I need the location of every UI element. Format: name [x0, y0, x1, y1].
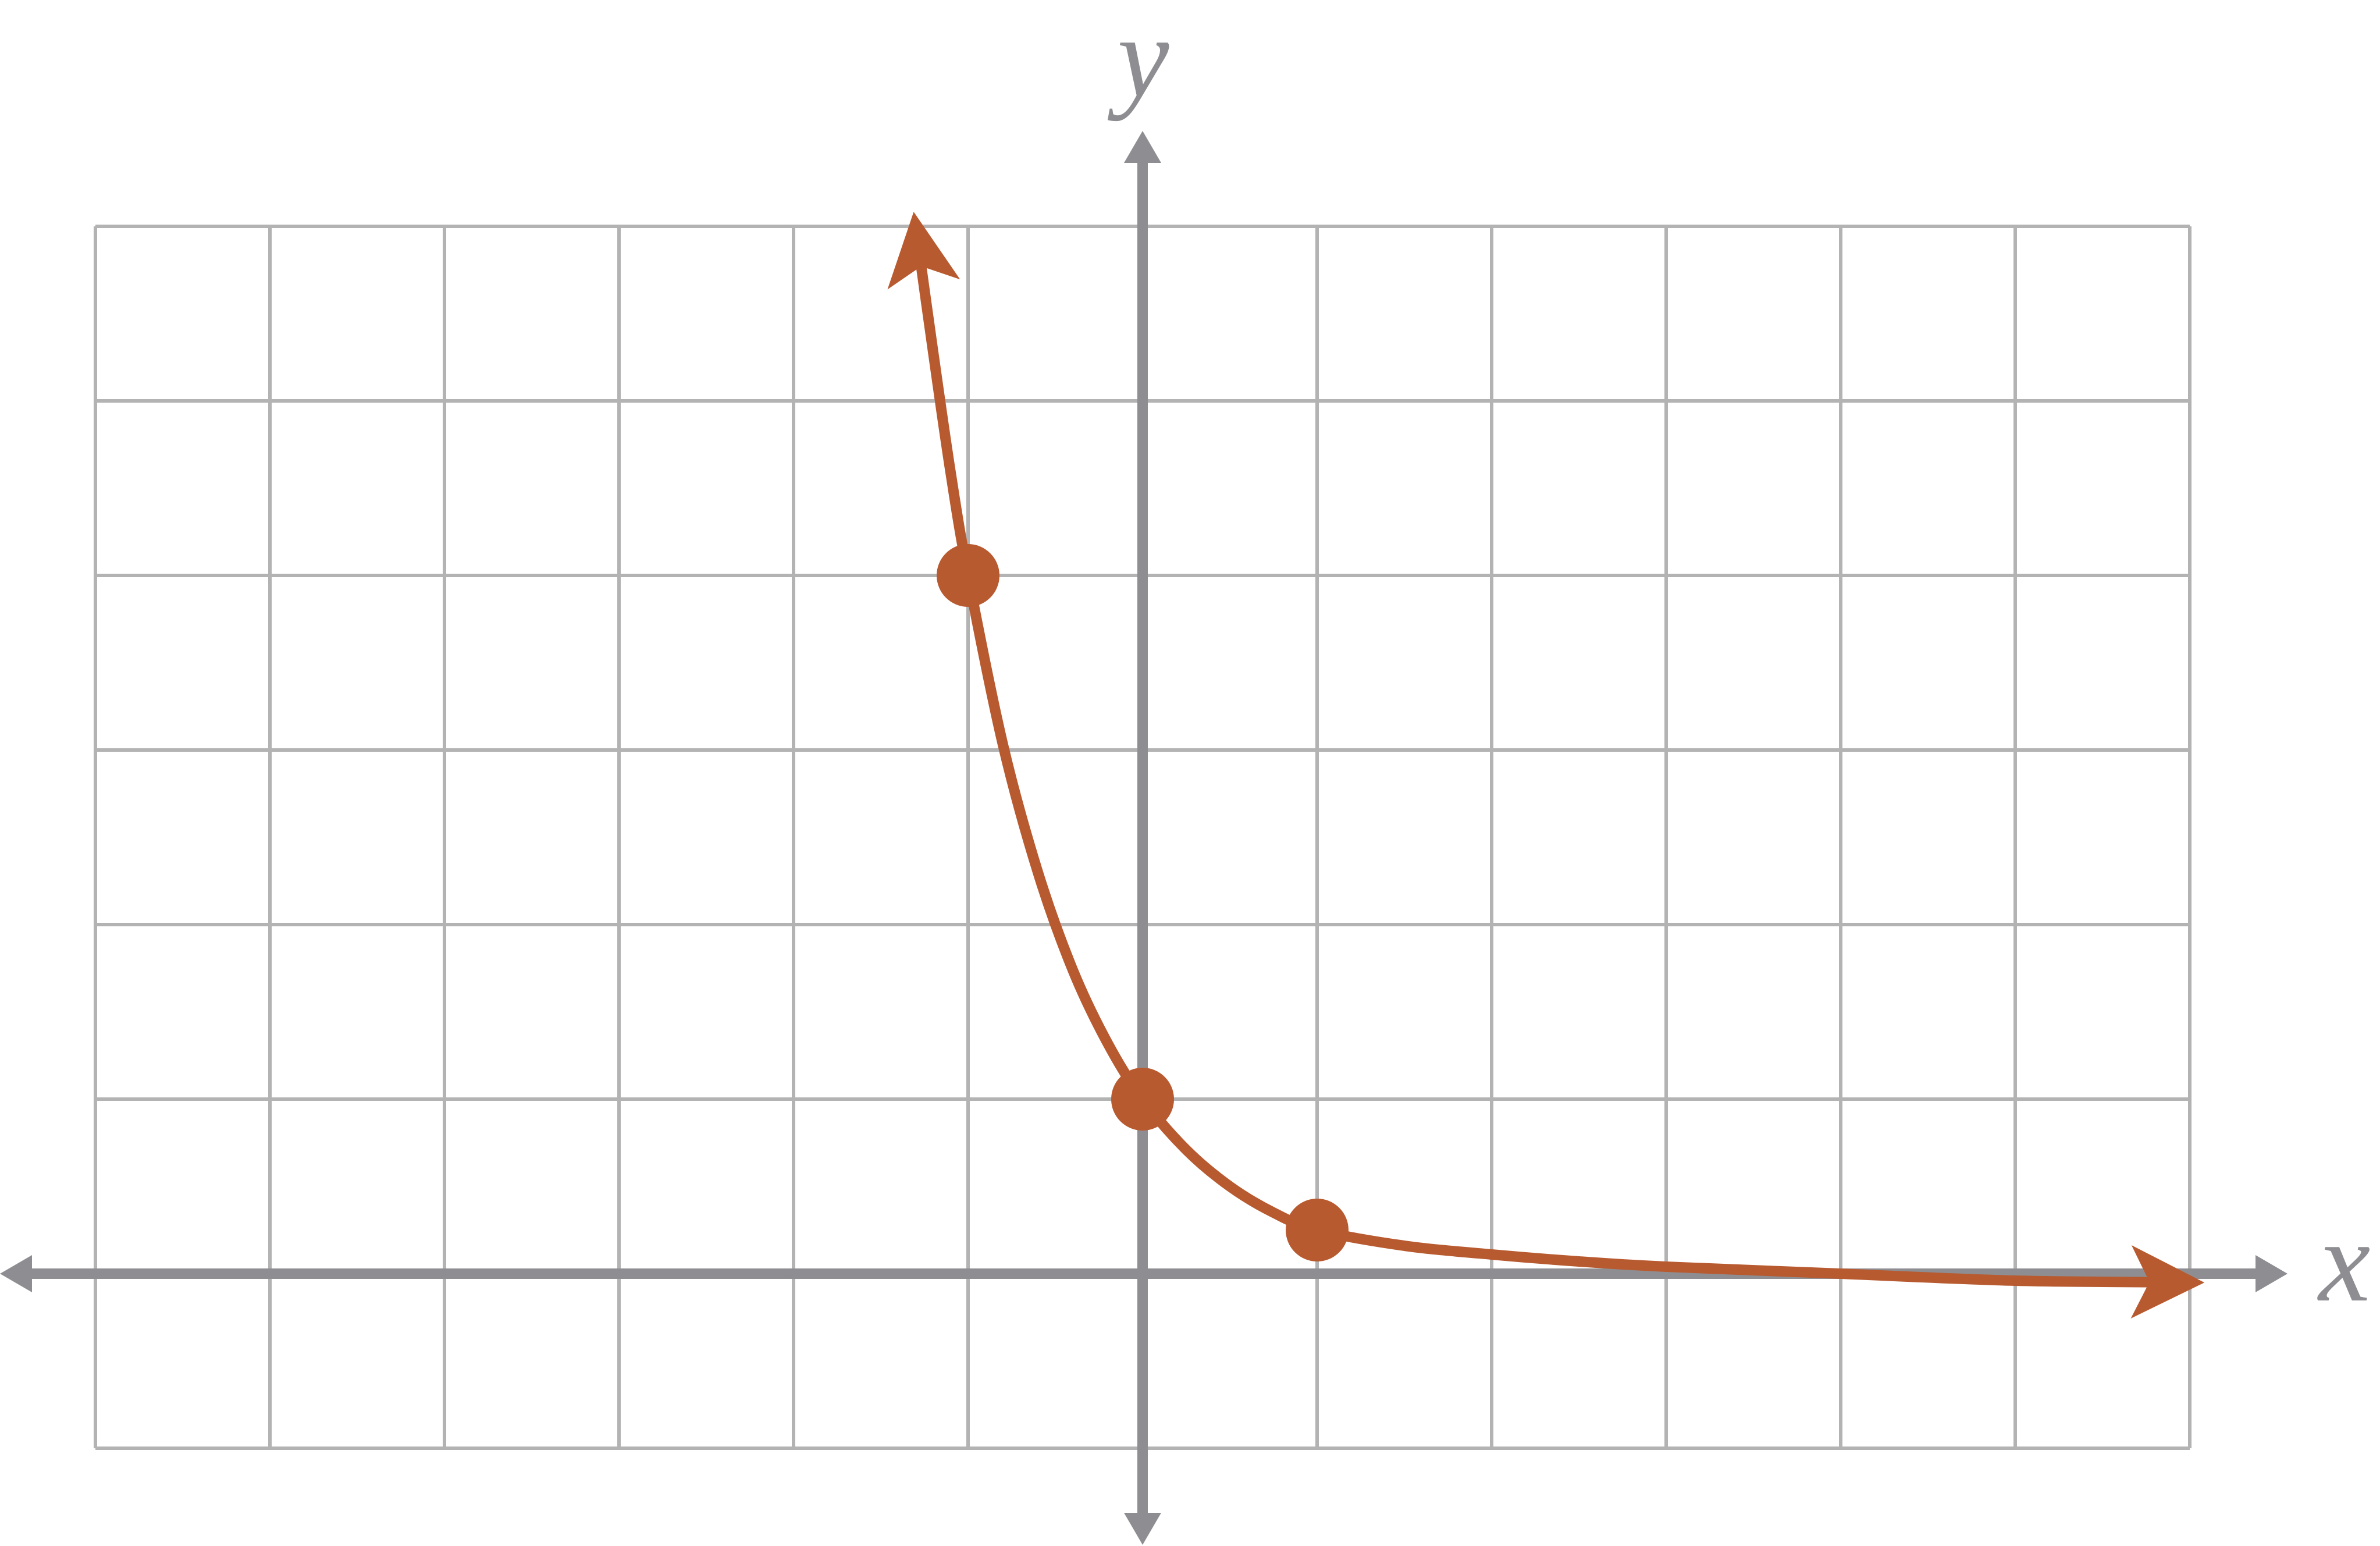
x-axis-label: x	[2317, 1197, 2371, 1326]
y-axis-arrow	[1124, 1513, 1161, 1545]
x-axis-arrow	[2256, 1255, 2287, 1292]
x-axis-arrow	[0, 1255, 32, 1292]
point	[1111, 1068, 1174, 1131]
plot	[0, 131, 2287, 1545]
curve	[887, 212, 2205, 1318]
y-axis-label: y	[1108, 0, 1169, 122]
point	[1286, 1199, 1349, 1261]
y-axis-arrow	[1124, 131, 1161, 163]
point	[937, 544, 999, 607]
